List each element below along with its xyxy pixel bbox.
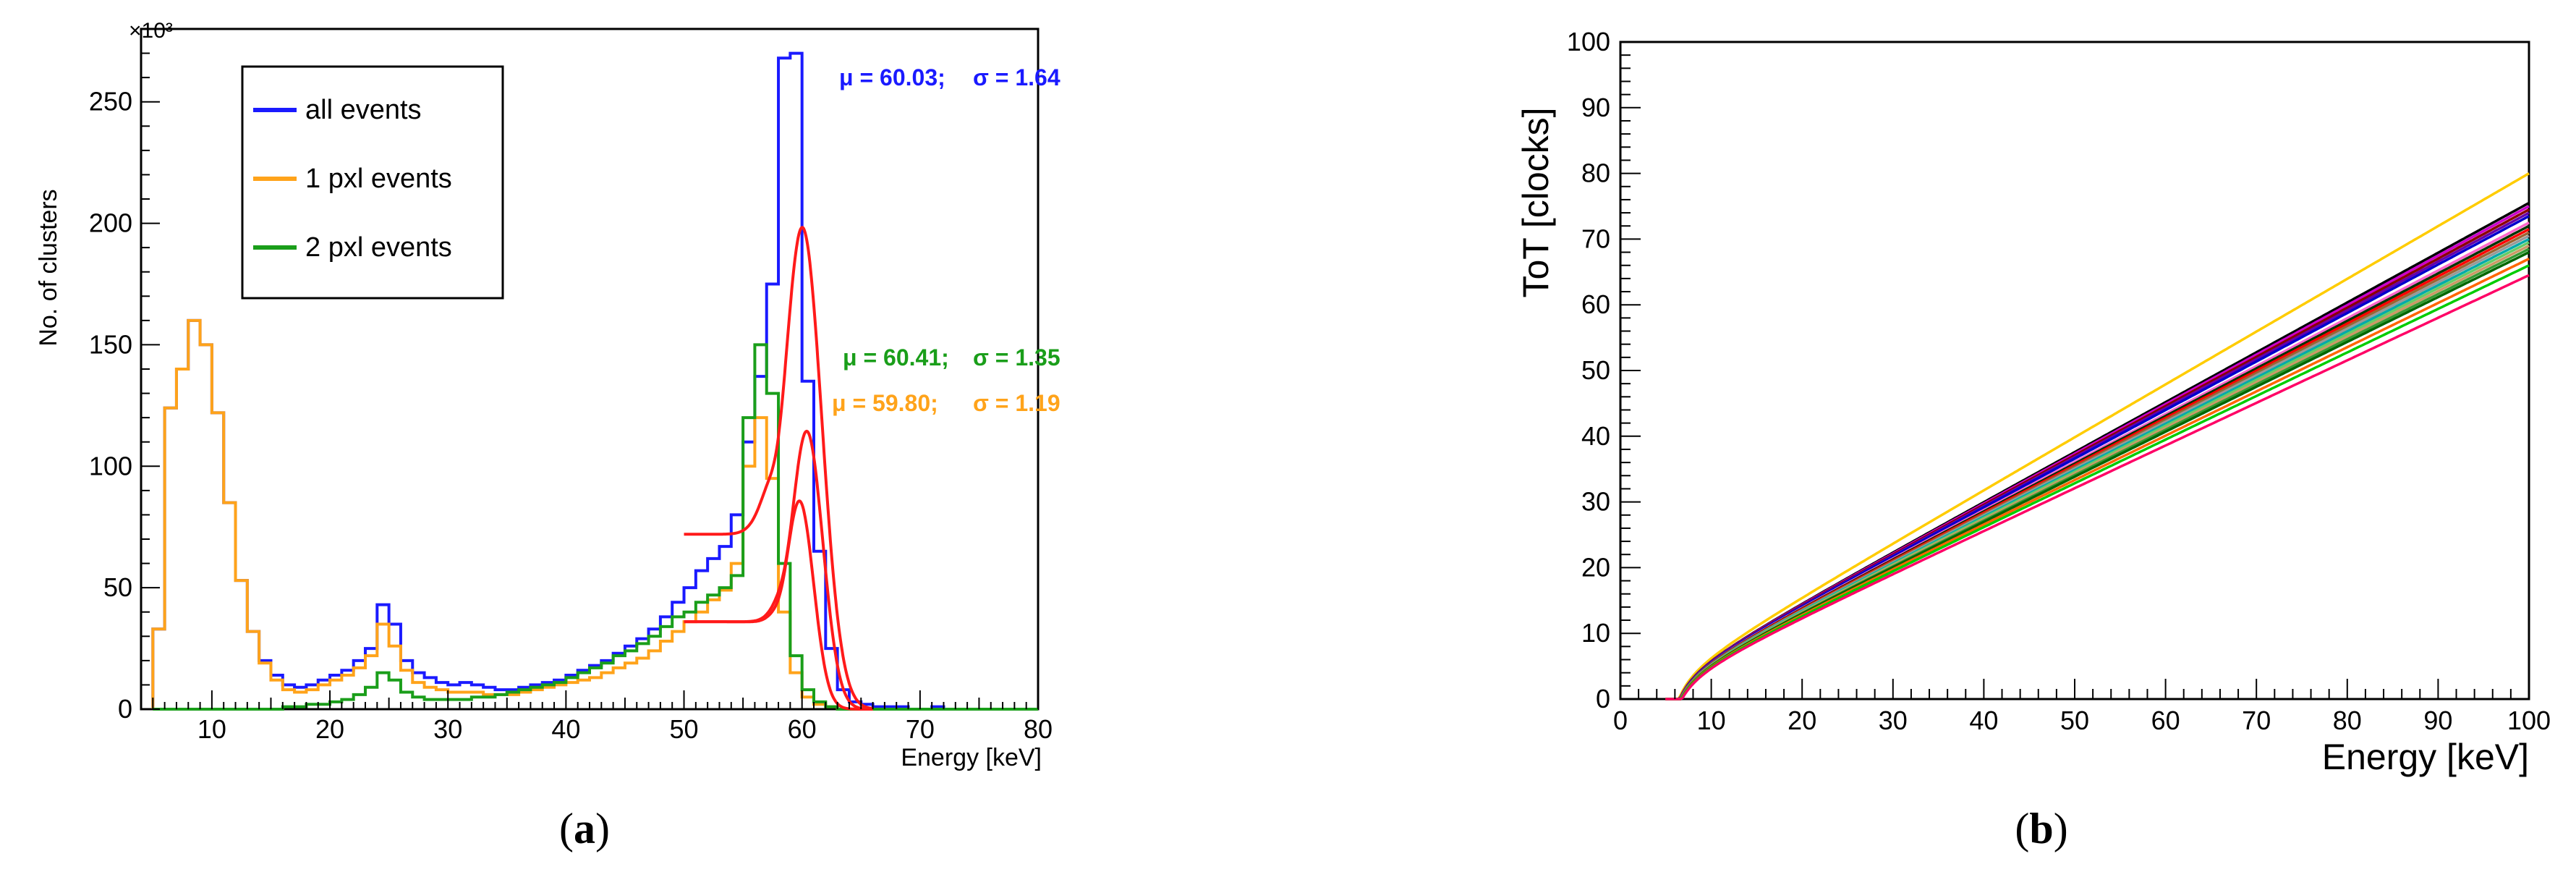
panel-b-caption: (b) <box>2015 805 2067 852</box>
calibration-curve-19 <box>1665 274 2530 700</box>
annotation-2pxl-sigma: σ = 1.35 <box>973 344 1060 371</box>
legend-box <box>241 65 504 300</box>
calibration-curve-1 <box>1665 172 2530 700</box>
panel-b-y-axis-label: ToT [clocks] <box>1516 107 1556 297</box>
legend-label-all-events: all events <box>305 95 422 125</box>
panel-a-caption: (a) <box>559 805 610 852</box>
x-tick-label: 0 <box>1613 706 1628 735</box>
panel-a-fit-curves <box>684 226 873 711</box>
panel-b-curves <box>1665 172 2530 700</box>
x-tick-label: 10 <box>1697 706 1726 735</box>
x-tick-label: 70 <box>906 714 935 744</box>
x-tick-label: 100 <box>2507 706 2551 735</box>
x-tick-label: 20 <box>315 714 344 744</box>
annotation-2pxl-mu: μ = 60.41; <box>843 344 949 371</box>
legend-label-2pxl-events: 2 pxl events <box>305 232 452 263</box>
y-tick-label: 100 <box>89 451 132 481</box>
x-tick-label: 40 <box>1969 706 1998 735</box>
panel-a-y-multiplier: ×10³ <box>129 19 173 43</box>
x-tick-label: 50 <box>2060 706 2089 735</box>
panel-a-x-axis-label: Energy [keV] <box>901 744 1042 771</box>
y-tick-label: 30 <box>1581 487 1610 517</box>
annotation-all-events-mu: μ = 60.03; <box>839 64 945 90</box>
panel-a-x-axis: 10 20 30 40 50 60 70 80 <box>140 690 1053 744</box>
y-tick-label: 70 <box>1581 224 1610 253</box>
y-tick-label: 20 <box>1581 552 1610 582</box>
y-tick-label: 90 <box>1581 93 1610 122</box>
legend-label-1pxl-events: 1 pxl events <box>305 164 452 194</box>
x-tick-label: 80 <box>2333 706 2362 735</box>
panel-b-x-axis: 0 10 20 30 40 50 60 70 80 90 100 <box>1613 679 2551 735</box>
panel-b-x-axis-label: Energy [keV] <box>2322 737 2529 777</box>
x-tick-label: 70 <box>2242 706 2271 735</box>
x-tick-label: 60 <box>2151 706 2180 735</box>
x-tick-label: 40 <box>551 714 580 744</box>
y-tick-label: 100 <box>1567 27 1610 56</box>
y-tick-label: 150 <box>89 329 132 359</box>
panel-b-line-chart: 0 10 20 30 40 50 60 70 80 90 100 0 10 20 30 40 50 60 70 80… <box>1516 27 2551 852</box>
x-tick-label: 10 <box>197 714 226 744</box>
panel-a-histogram: 10 20 30 40 50 60 70 80 0 50 100 150 200 250 ×10³ No… <box>35 19 1060 852</box>
calibration-curve-16 <box>1665 251 2530 700</box>
gaussian-fit-3 <box>684 499 873 711</box>
x-tick-label: 60 <box>788 714 817 744</box>
gaussian-fit-1 <box>684 226 873 711</box>
y-tick-label: 80 <box>1581 158 1610 188</box>
y-tick-label: 200 <box>89 208 132 238</box>
annotation-all-events-sigma: σ = 1.64 <box>973 64 1060 90</box>
y-tick-label: 10 <box>1581 618 1610 648</box>
x-tick-label: 80 <box>1024 714 1053 744</box>
y-tick-label: 40 <box>1581 421 1610 451</box>
y-tick-label: 50 <box>103 572 132 602</box>
x-tick-label: 30 <box>1879 706 1908 735</box>
x-tick-label: 90 <box>2423 706 2452 735</box>
x-tick-label: 30 <box>433 714 462 744</box>
y-tick-label: 0 <box>1596 684 1610 714</box>
annotation-1pxl-sigma: σ = 1.19 <box>973 390 1060 416</box>
calibration-curve-18 <box>1665 264 2530 700</box>
y-tick-label: 50 <box>1581 355 1610 385</box>
annotation-1pxl-mu: μ = 59.80; <box>832 390 938 416</box>
panel-a-y-axis: 0 50 100 150 200 250 <box>89 28 160 724</box>
x-tick-label: 20 <box>1788 706 1816 735</box>
panel-a-legend: all events 1 pxl events 2 pxl events <box>241 65 504 300</box>
histogram-series-2 <box>151 318 1038 711</box>
x-tick-label: 50 <box>670 714 699 744</box>
panel-b-frame <box>1619 41 2530 700</box>
panel-a-y-axis-label: No. of clusters <box>35 189 62 346</box>
y-tick-label: 60 <box>1581 289 1610 319</box>
y-tick-label: 0 <box>118 694 132 724</box>
y-tick-label: 250 <box>89 87 132 117</box>
panel-b-y-axis: 0 10 20 30 40 50 60 70 80 90 100 <box>1567 27 1641 714</box>
